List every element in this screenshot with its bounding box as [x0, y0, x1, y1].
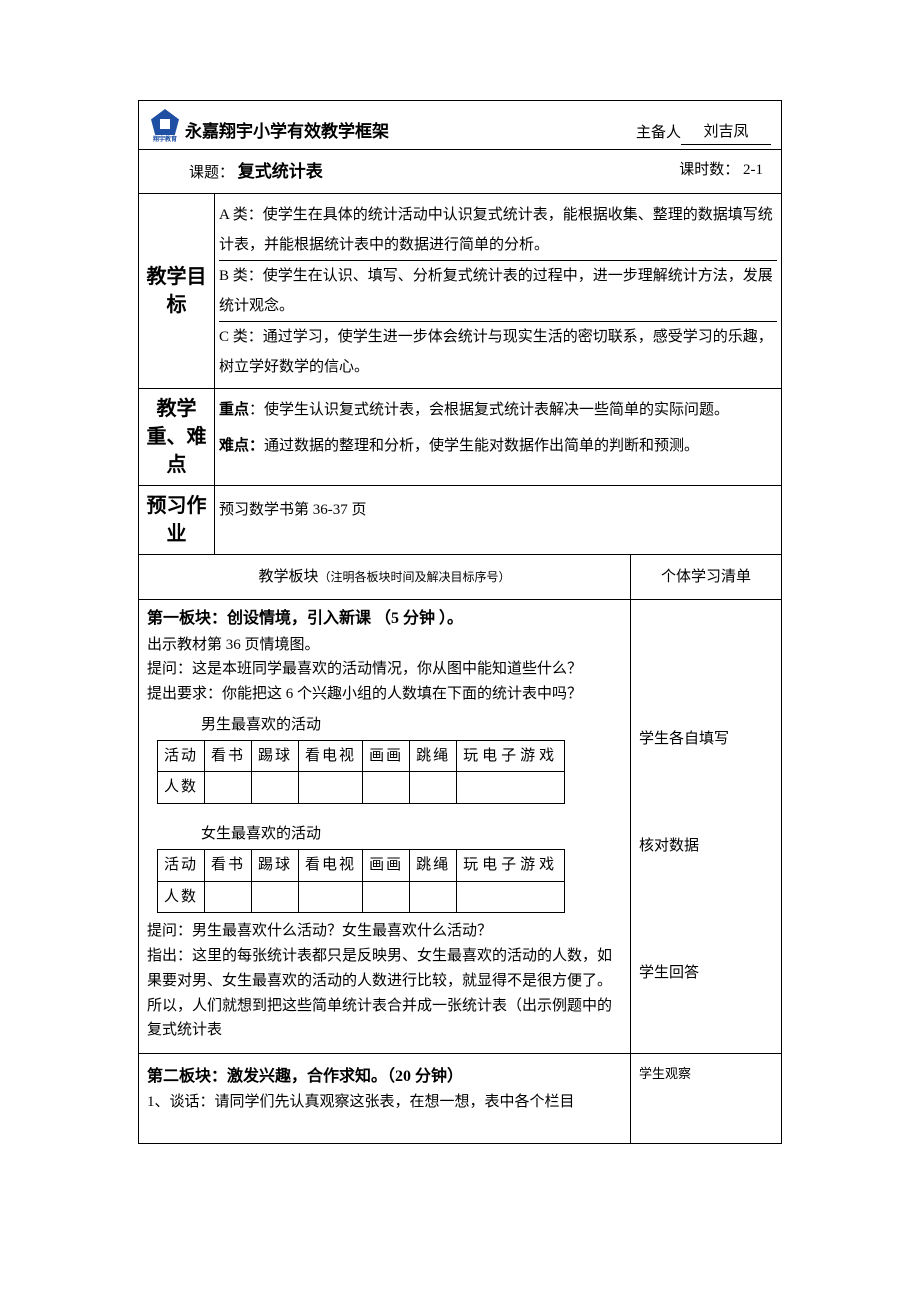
period-label: 课时数：: [679, 162, 739, 178]
block2-row: 第二板块：激发兴趣，合作求知。（20 分钟） 1、谈话：请同学们先认真观察这张表…: [139, 1053, 781, 1143]
cell: 画画: [363, 740, 410, 772]
columns-header: 教学板块（注明各板块时间及解决目标序号） 个体学习清单: [139, 554, 781, 599]
cell: 看电视: [299, 849, 363, 881]
block1-right: 学生各自填写 核对数据 学生回答: [631, 600, 781, 1053]
block1-row: 第一板块：创设情境，引入新课 （5 分钟 ）。 出示教材第 36 页情境图。 提…: [139, 599, 781, 1053]
keypoints-label: 教学重、难点: [139, 388, 215, 485]
topic-row: 课题： 复式统计表 课时数： 2-1: [139, 149, 781, 193]
logo: 翔宇教育: [149, 109, 181, 145]
cell: 玩电子游戏: [457, 740, 565, 772]
boys-table: 活动 看书 踢球 看电视 画画 跳绳 玩电子游戏 人数: [157, 740, 565, 805]
cell-empty: [205, 772, 252, 804]
cell-empty: [252, 881, 299, 913]
note-1: 学生各自填写: [639, 726, 773, 753]
cell: 画画: [363, 849, 410, 881]
logo-icon: [151, 109, 179, 135]
goal-b: B 类：使学生在认识、填写、分析复式统计表的过程中，进一步理解统计方法，发展统计…: [219, 260, 777, 321]
goal-a: A 类：使学生在具体的统计活动中认识复式统计表，能根据收集、整理的数据填写统计表…: [219, 200, 777, 260]
header-row: 翔宇教育 永嘉翔宇小学有效教学框架 主备人 刘吉凤: [139, 101, 781, 149]
document-frame: 翔宇教育 永嘉翔宇小学有效教学框架 主备人 刘吉凤 课题： 复式统计表 课时数：…: [138, 100, 782, 1144]
block1-left: 第一板块：创设情境，引入新课 （5 分钟 ）。 出示教材第 36 页情境图。 提…: [139, 600, 631, 1053]
block1-p4: 提问：男生最喜欢什么活动？女生最喜欢什么活动？: [147, 919, 622, 944]
difficult-point: 难点：通过数据的整理和分析，使学生能对数据作出简单的判断和预测。: [219, 431, 777, 461]
cell-empty: [205, 881, 252, 913]
cell-empty: [410, 881, 457, 913]
cell: 踢球: [252, 849, 299, 881]
logo-caption: 翔宇教育: [153, 137, 177, 143]
cell-empty: [299, 772, 363, 804]
block1-p3: 提出要求：你能把这 6 个兴趣小组的人数填在下面的统计表中吗？: [147, 682, 622, 707]
school-title: 永嘉翔宇小学有效教学框架: [185, 118, 389, 145]
cell-empty: [363, 881, 410, 913]
cell: 看电视: [299, 740, 363, 772]
goals-content: A 类：使学生在具体的统计活动中认识复式统计表，能根据收集、整理的数据填写统计表…: [215, 194, 781, 388]
cell-empty: [252, 772, 299, 804]
key-point: 重点：使学生认识复式统计表，会根据复式统计表解决一些简单的实际问题。: [219, 395, 777, 425]
boys-caption: 男生最喜欢的活动: [201, 713, 622, 738]
prep-label: 预习作业: [139, 485, 215, 554]
table-row: 人数: [158, 772, 565, 804]
table-row: 活动 看书 踢球 看电视 画画 跳绳 玩电子游戏: [158, 740, 565, 772]
cell: 玩电子游戏: [457, 849, 565, 881]
block1-p1: 出示教材第 36 页情境图。: [147, 633, 622, 658]
cell-count-label: 人数: [158, 772, 205, 804]
block2-left: 第二板块：激发兴趣，合作求知。（20 分钟） 1、谈话：请同学们先认真观察这张表…: [139, 1054, 631, 1143]
note-3: 学生回答: [639, 960, 773, 987]
block1-p2: 提问：这是本班同学最喜欢的活动情况，你从图中能知道些什么？: [147, 657, 622, 682]
info-grid: 教学目标 A 类：使学生在具体的统计活动中认识复式统计表，能根据收集、整理的数据…: [139, 193, 781, 554]
period-value: 2-1: [743, 162, 763, 178]
cell: 跳绳: [410, 849, 457, 881]
cell: 踢球: [252, 740, 299, 772]
cell: 看书: [205, 849, 252, 881]
presenter-name: 刘吉凤: [681, 120, 771, 145]
table-row: 活动 看书 踢球 看电视 画画 跳绳 玩电子游戏: [158, 849, 565, 881]
block2-title: 第二板块：激发兴趣，合作求知。（20 分钟）: [147, 1064, 622, 1090]
cell-empty: [457, 881, 565, 913]
cell-empty: [299, 881, 363, 913]
block2-note: 学生观察: [639, 1064, 773, 1085]
table-row: 人数: [158, 881, 565, 913]
keypoints-content: 重点：使学生认识复式统计表，会根据复式统计表解决一些简单的实际问题。 难点：通过…: [215, 388, 781, 485]
cell-empty: [410, 772, 457, 804]
block2-p1: 1、谈话：请同学们先认真观察这张表，在想一想，表中各个栏目: [147, 1090, 622, 1115]
girls-table: 活动 看书 踢球 看电视 画画 跳绳 玩电子游戏 人数: [157, 849, 565, 914]
col-left-header: 教学板块（注明各板块时间及解决目标序号）: [139, 555, 631, 599]
cell: 看书: [205, 740, 252, 772]
col-right-header: 个体学习清单: [631, 555, 781, 599]
block1-p5: 指出：这里的每张统计表都只是反映男、女生最喜欢的活动的人数，如果要对男、女生最喜…: [147, 944, 622, 1043]
block2-right: 学生观察: [631, 1054, 781, 1143]
goals-label: 教学目标: [139, 194, 215, 388]
presenter-label: 主备人: [636, 121, 681, 145]
cell-count-label: 人数: [158, 881, 205, 913]
note-2: 核对数据: [639, 833, 773, 860]
prep-content: 预习数学书第 36-37 页: [215, 485, 781, 554]
cell-empty: [363, 772, 410, 804]
cell-act-label: 活动: [158, 849, 205, 881]
topic-label: 课题：: [189, 165, 234, 181]
topic-value: 复式统计表: [238, 162, 323, 181]
cell: 跳绳: [410, 740, 457, 772]
block1-title: 第一板块：创设情境，引入新课 （5 分钟 ）。: [147, 606, 622, 632]
girls-caption: 女生最喜欢的活动: [201, 822, 622, 847]
cell-act-label: 活动: [158, 740, 205, 772]
goal-c: C 类：通过学习，使学生进一步体会统计与现实生活的密切联系，感受学习的乐趣，树立…: [219, 321, 777, 382]
cell-empty: [457, 772, 565, 804]
